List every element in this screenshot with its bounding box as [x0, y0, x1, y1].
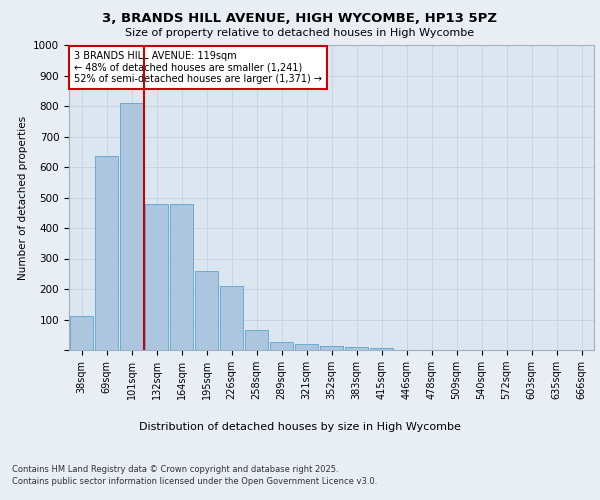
Bar [344, 347, 368, 350]
Y-axis label: Number of detached properties: Number of detached properties [17, 116, 28, 280]
Text: 3, BRANDS HILL AVENUE, HIGH WYCOMBE, HP13 5PZ: 3, BRANDS HILL AVENUE, HIGH WYCOMBE, HP1… [103, 12, 497, 26]
Text: Contains public sector information licensed under the Open Government Licence v3: Contains public sector information licen… [12, 478, 377, 486]
Bar [170, 204, 193, 350]
Text: Size of property relative to detached houses in High Wycombe: Size of property relative to detached ho… [125, 28, 475, 38]
Bar [119, 103, 143, 350]
Bar [145, 204, 169, 350]
Bar [220, 286, 244, 350]
Bar [245, 330, 268, 350]
Text: 3 BRANDS HILL AVENUE: 119sqm
← 48% of detached houses are smaller (1,241)
52% of: 3 BRANDS HILL AVENUE: 119sqm ← 48% of de… [74, 51, 322, 84]
Bar [194, 270, 218, 350]
Bar [370, 348, 394, 350]
Bar [320, 346, 343, 350]
Bar [295, 344, 319, 350]
Text: Distribution of detached houses by size in High Wycombe: Distribution of detached houses by size … [139, 422, 461, 432]
Bar [95, 156, 118, 350]
Bar [269, 342, 293, 350]
Bar [70, 316, 94, 350]
Text: Contains HM Land Registry data © Crown copyright and database right 2025.: Contains HM Land Registry data © Crown c… [12, 465, 338, 474]
